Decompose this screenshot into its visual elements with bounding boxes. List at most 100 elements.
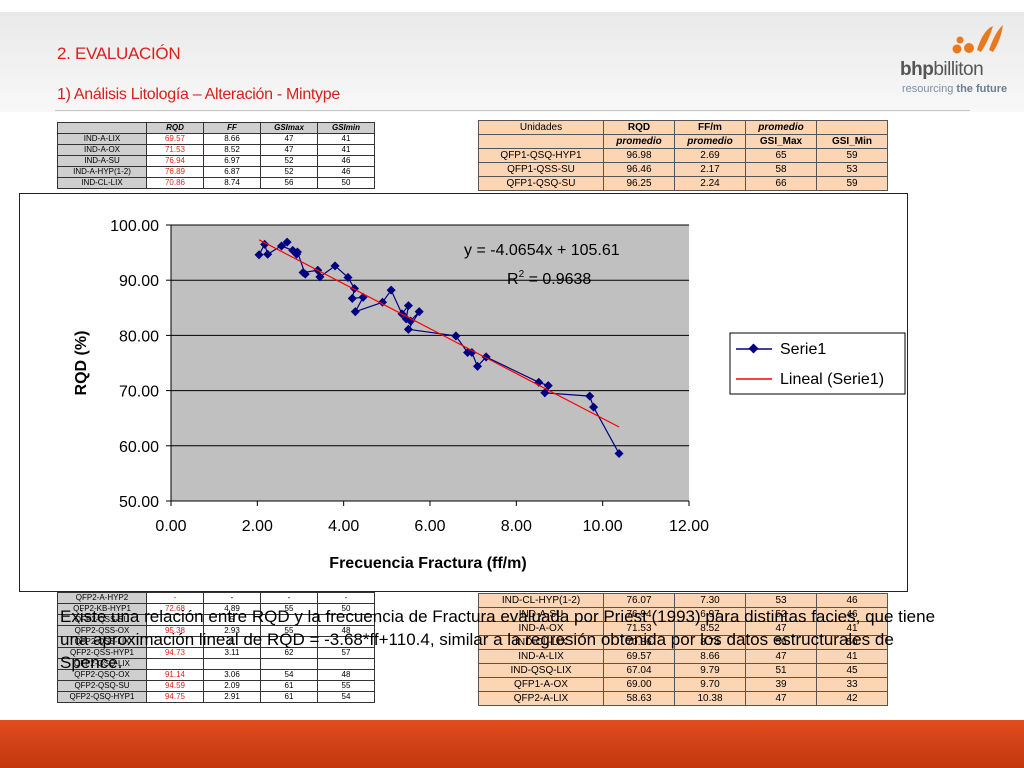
table-cell: 2.24 [674,176,746,191]
table-row: IND-CL-LIX 70.86 8.74 56 50 [478,635,888,650]
table-row: QFP1-QSS-SU 96.46 2.17 58 53 [478,162,888,177]
table-cell: 2.17 [674,162,746,177]
table-cell: IND-CL-HYP(1-2) [478,593,604,608]
table-row: QFP1-QSQ-HYP1 96.98 2.69 65 59 [478,148,888,163]
table-row: IND-A-SU 76.94 6.97 52 46 [57,155,375,167]
table-header-row: promedio promedio GSI_Max GSI_Min [478,134,888,149]
x-tick-label: 2.00 [242,518,273,535]
table-cell: 8.74 [674,635,746,650]
table-cell: 47 [745,649,817,664]
table-cell: 41 [816,621,888,636]
table-cell: 47 [745,691,817,706]
trendline [258,239,620,428]
table-row: QFP2-QSS-HYP1 94.73 3.11 62 57 [57,647,375,659]
table-cell: 8.52 [203,144,261,156]
table-row: IND-QSQ-LIX 67.04 9.79 51 45 [478,663,888,678]
table-header-row: RQD FF GSImax GSImin [57,122,375,134]
serie1-point [406,316,416,326]
table-cell: - [203,592,261,604]
table-cell: 9.70 [674,677,746,692]
header-divider [55,110,970,111]
table-cell: 47 [260,144,318,156]
right-table-top: Unidades RQD FF/m promedio promedio promedio G… [478,120,888,191]
table-cell: 76.89 [146,166,204,178]
table-row: IND-CL-LIX 70.86 8.74 56 50 [57,177,375,189]
table-cell: QFP2-A-LIX [478,691,604,706]
table-header-cell [57,122,147,134]
table-row: QFP2-QSS-LIX 2. [57,636,375,648]
serie1-point [403,324,413,334]
table-row: QFP2-QSQ-SU 94.59 2.09 61 55 [57,680,375,692]
table-cell: 70.86 [146,177,204,189]
table-cell: 53 [816,162,888,177]
table-cell: QFP2-QSQ-HYP1 [57,691,147,703]
logo-tagline: resourcing the future [902,83,1008,95]
serie1-point [414,307,424,317]
serie1-point [292,247,303,257]
table-row: QFP2-A-HYP2- - - - [57,592,375,604]
footer-band [0,720,1024,768]
table-cell: 41 [317,133,375,145]
y-tick-label: 50.00 [119,494,159,511]
table-cell: 94.75 [146,691,204,703]
table-row: IND-A-LIX 69.57 8.66 47 41 [478,649,888,664]
serie1-point [451,331,461,341]
right-table-bottom: IND-CL-HYP(1-2) 76.07 7.30 53 46 IND-A-SU 76.9… [478,593,888,706]
serie1-point [467,347,477,358]
table-row: QFP2-A-LIX 58.63 10.38 47 42 [478,691,888,706]
serie1-point [350,307,360,317]
table-cell: 10.38 [674,691,746,706]
serie1-point [343,272,353,282]
table-header-cell: RQD [146,122,204,134]
chart-gridlines [171,224,689,501]
table-cell: 9.79 [674,663,746,678]
table-cell: 94.59 [146,680,204,692]
table-cell: 76.94 [146,155,204,167]
table-header-cell: RQD [603,120,675,135]
table-cell: 59 [816,148,888,163]
table-cell: - [317,592,375,604]
table-cell: 69.57 [146,133,204,145]
table-row: QFP2-QSS-SU 5 [57,614,375,626]
serie1-point [276,241,287,251]
table-cell: 6.97 [203,155,261,167]
slide-subtitle: 1) Análisis Litología – Alteración - Min… [57,86,340,103]
table-cell: 67.04 [603,663,675,678]
table-cell: IND-A-OX [478,621,604,636]
chart-legend: Serie1 Lineal (Serie1) [729,332,906,395]
table-cell: 96.46 [603,162,675,177]
table-cell: 47 [260,133,318,145]
table-row: QFP1-A-OX 69.00 9.70 39 33 [478,677,888,692]
table-row: QFP1-QSQ-SU 96.25 2.24 66 59 [478,176,888,191]
x-tick-label: 6.00 [414,518,445,535]
table-cell: 65 [745,148,817,163]
table-cell: 2.09 [203,680,261,692]
table-cell: 59 [816,176,888,191]
x-tick-label: 8.00 [501,518,532,535]
table-cell: IND-A-LIX [57,133,147,145]
table-header-cell: GSImin [317,122,375,134]
bhp-logo-icon [952,25,1003,54]
serie1-point [315,272,325,282]
table-header-cell [478,134,604,149]
chart-container: 50.00 60.00 70.00 80.00 90.00 100.00 0.00 2.00 4… [19,193,908,592]
table-cell: 41 [816,649,888,664]
table-cell: 46 [816,593,888,608]
table-header-cell: GSI_Max [745,134,817,149]
table-row: QFP2-KB-HYP1 72.68 4.89 55 50 [57,603,375,615]
table-row: IND-CL-HYP(1-2) 76.07 7.30 53 46 [478,593,888,608]
table-header-cell: GSI_Min [816,134,888,149]
table-cell: 33 [816,677,888,692]
table-cell: QFP2-A-HYP2 [57,592,147,604]
y-tick-label: 80.00 [119,328,159,345]
table-cell: 66 [745,176,817,191]
r-squared-label: R2 = 0.9638 [507,269,591,288]
table-cell: 42 [816,691,888,706]
table-row: IND-A-SU 76.94 6.97 52 46 [478,607,888,622]
x-axis-title: Frecuencia Fractura (ff/m) [329,555,526,572]
x-tick-label: 12.00 [669,518,709,535]
table-cell: IND-A-OX [57,144,147,156]
table-cell: 46 [816,607,888,622]
logo-wordmark: bhpbilliton [900,59,984,80]
table-cell: 2.91 [203,691,261,703]
